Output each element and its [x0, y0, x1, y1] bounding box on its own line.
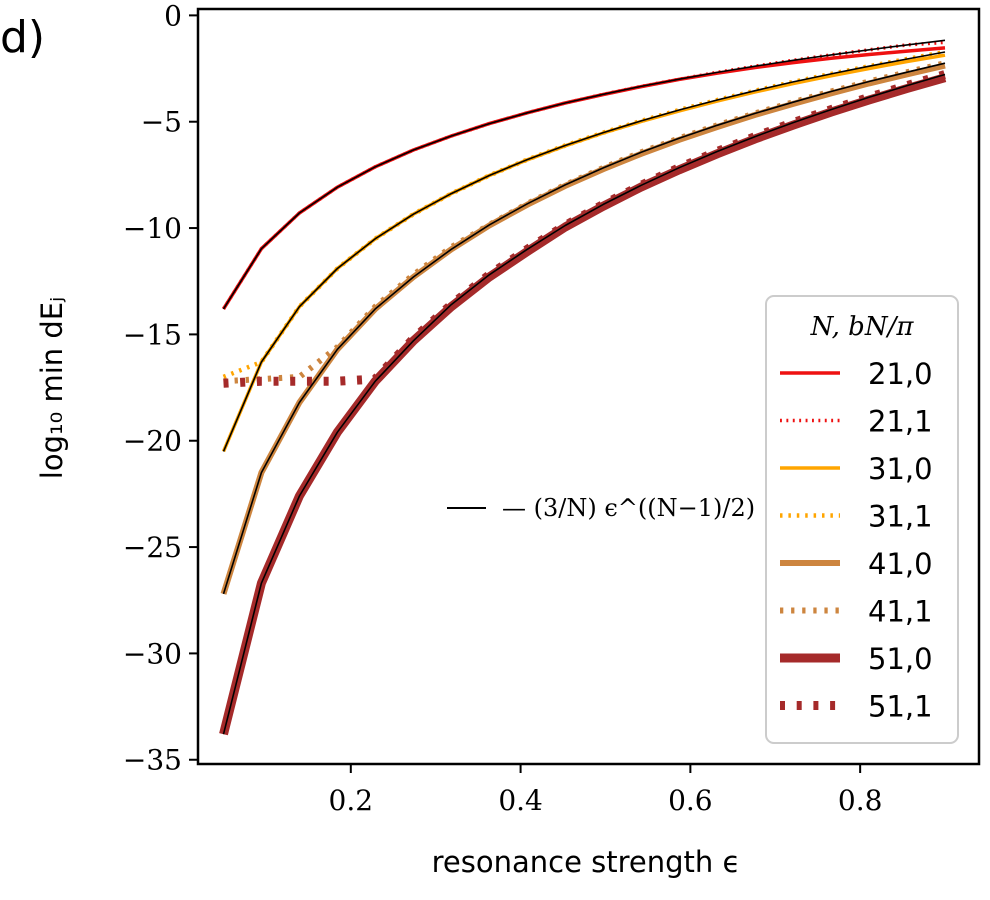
legend-label: 41,1	[868, 595, 933, 629]
legend-box	[765, 295, 959, 744]
legend-label: 31,0	[868, 452, 933, 486]
legend-entries: 21,0 21,1 31,0 31,1 41,0 41,1 51,0 51,1	[780, 357, 933, 724]
fit-line-N31	[222, 51, 946, 452]
y-tick-label: 0	[164, 0, 182, 32]
y-tick-label: −10	[123, 212, 182, 245]
legend-label: 21,1	[868, 405, 933, 439]
legend-label: 21,0	[868, 357, 933, 391]
legend-label: 41,0	[868, 547, 933, 581]
x-tick-label: 0.8	[838, 784, 883, 817]
y-tick-label: −30	[123, 637, 182, 670]
fit-annotation: — (3/N) ϵ^((N−1)/2)	[447, 494, 755, 522]
y-tick-label: −25	[123, 531, 182, 564]
fit-line-N41	[222, 62, 946, 595]
legend-label: 51,0	[868, 642, 933, 676]
legend: N, bN/π 21,0 21,1 31,0 31,1 41,0 41,1 51,0 51,1	[765, 295, 959, 744]
legend-label: 51,1	[868, 690, 933, 724]
y-tick-label: −15	[123, 318, 182, 351]
y-tick-label: −5	[141, 106, 182, 139]
legend-title: N, bN/π	[810, 312, 915, 342]
y-tick-label: −20	[123, 425, 182, 458]
x-axis: 0.2 0.4 0.6 0.8	[329, 764, 883, 817]
fit-line-N51	[222, 73, 946, 735]
y-axis-label: log₁₀ min dEⱼ	[35, 297, 69, 479]
legend-label: 31,1	[868, 500, 933, 534]
panel-label: d)	[0, 12, 45, 63]
y-tick-label: −35	[123, 744, 182, 777]
x-tick-label: 0.6	[668, 784, 713, 817]
x-axis-label: resonance strength ϵ	[432, 845, 741, 879]
x-tick-label: 0.2	[329, 784, 374, 817]
y-axis: 0 −5 −10 −15 −20 −25 −30 −35	[123, 0, 198, 777]
fit-line-N21	[222, 39, 946, 310]
series-line-41-1-dotted	[223, 60, 946, 385]
fit-annotation-text: — (3/N) ϵ^((N−1)/2)	[502, 494, 755, 522]
fit-lines-overlay	[222, 39, 946, 735]
x-tick-label: 0.4	[498, 784, 543, 817]
